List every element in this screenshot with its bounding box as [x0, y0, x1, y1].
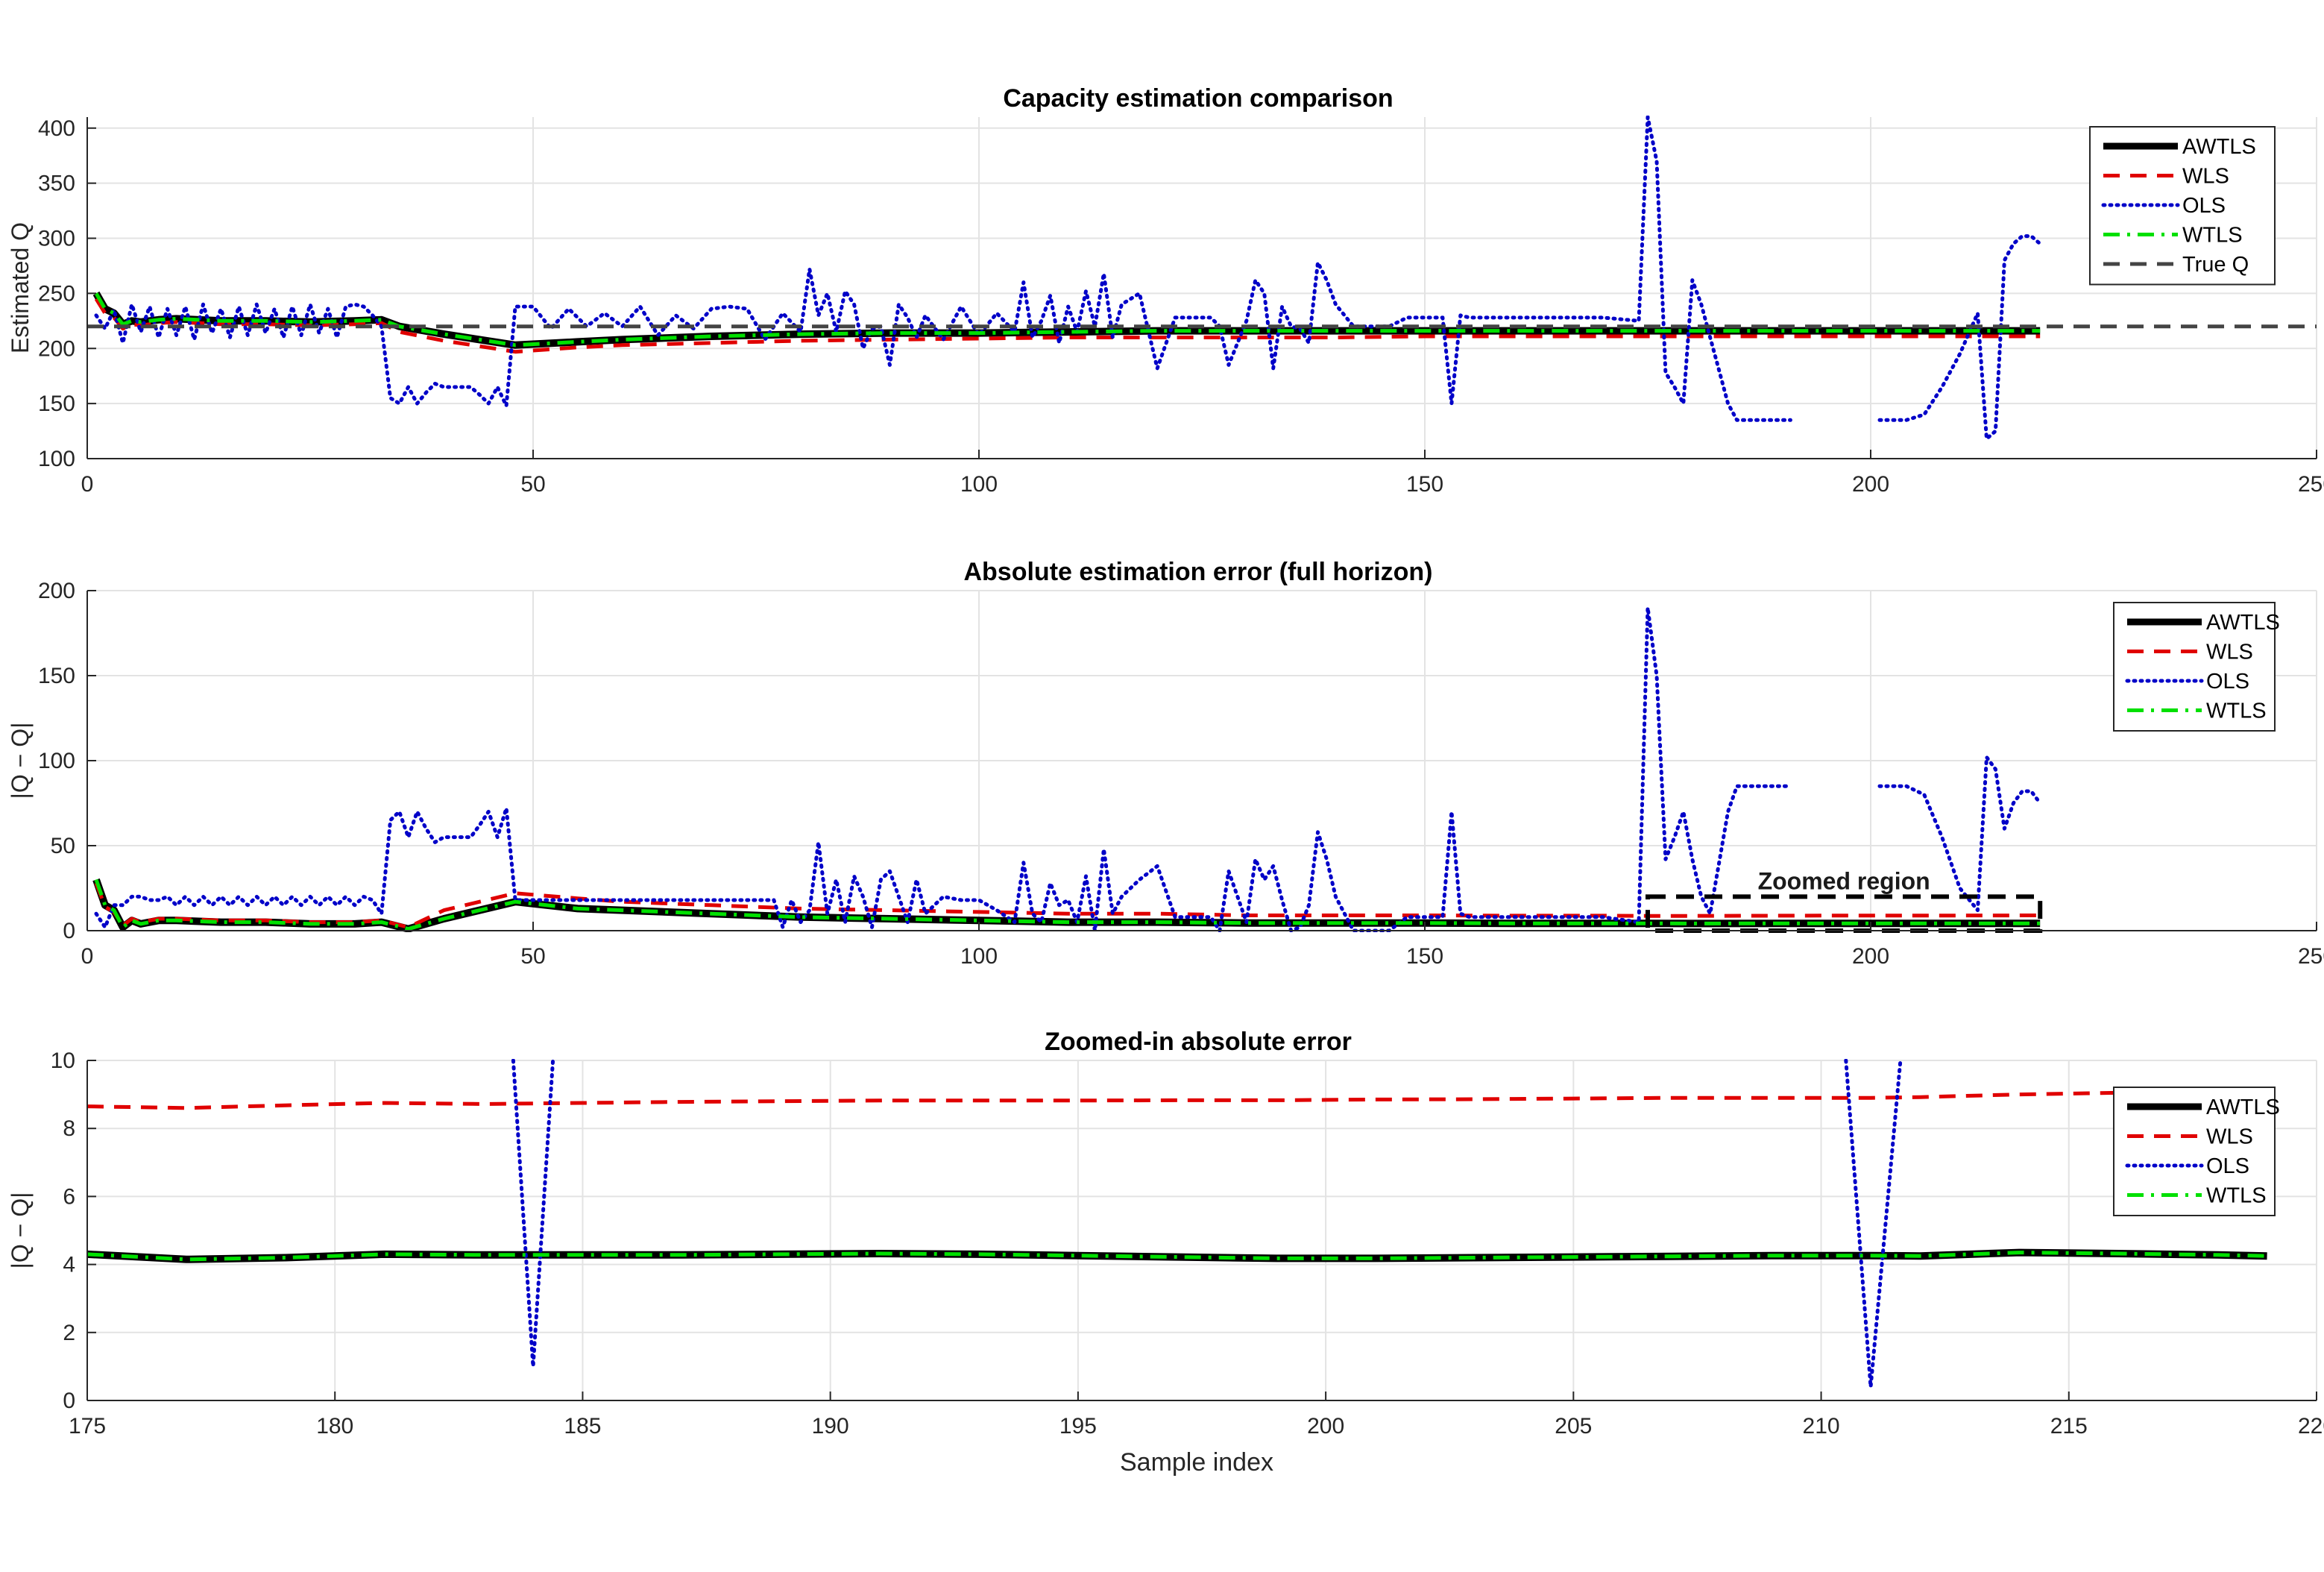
plot-area — [87, 1060, 2317, 1400]
x-tick-label: 150 — [1406, 472, 1443, 497]
x-tick-label: 100 — [960, 944, 998, 969]
chart-title: Absolute estimation error (full horizon) — [963, 558, 1432, 586]
series-line-ols-tail — [1877, 234, 2042, 441]
zoom-region-label: Zoomed region — [1758, 867, 1930, 894]
legend-label-ols: OLS — [2206, 670, 2249, 694]
chart-zoomed-error: 175 180 185 190 195 200 205 210 215 220 0 2 4 6 8 10 Zoo… — [7, 1028, 2324, 1439]
x-tick-label: 250 — [2298, 944, 2324, 969]
legend-label-ols: OLS — [2182, 194, 2226, 218]
series-group — [87, 116, 2317, 441]
y-tick-label: 50 — [51, 834, 75, 858]
x-tick-label: 50 — [520, 472, 545, 497]
series-line-wtls — [87, 1251, 2267, 1262]
y-axis-label: |Q − Q| — [7, 723, 34, 799]
x-tick-label: 100 — [960, 472, 998, 497]
legend-label-wtls: WTLS — [2182, 224, 2243, 248]
legend-label-awtls: AWTLS — [2182, 135, 2256, 159]
chart-capacity-estimation: 0 50 100 150 200 250 100 150 200 250 300 350 400 Capa… — [7, 84, 2324, 497]
legend: AWTLS WLS OLS WTLS True Q — [2089, 126, 2276, 286]
x-tick-label: 205 — [1555, 1414, 1592, 1439]
y-tick-label: 200 — [38, 579, 75, 603]
chart-title: Capacity estimation comparison — [1003, 84, 1393, 113]
legend-label-wls: WLS — [2206, 1125, 2253, 1149]
x-tick-label: 0 — [81, 472, 94, 497]
x-tick-label: 200 — [1852, 472, 1889, 497]
y-tick-label: 250 — [38, 281, 75, 306]
chart-absolute-error-full: Zoomed region 0 50 100 150 200 250 0 50 100 150 200… — [7, 558, 2324, 969]
y-tick-label: 300 — [38, 227, 75, 251]
zoom-region-box — [1646, 894, 2043, 934]
legend-label-wls: WLS — [2182, 165, 2229, 189]
x-tick-label: 0 — [81, 944, 94, 969]
x-tick-label: 250 — [2298, 472, 2324, 497]
x-tick-label: 180 — [316, 1414, 353, 1439]
x-tick-label: 210 — [1803, 1414, 1840, 1439]
series-line-wls — [94, 882, 2041, 929]
x-tick-label: 50 — [520, 944, 545, 969]
legend: AWTLS WLS OLS WTLS — [2113, 602, 2280, 732]
legend-label-wtls: WTLS — [2206, 699, 2267, 723]
series-line-wls — [94, 298, 2041, 354]
legend-label-awtls: AWTLS — [2206, 611, 2280, 635]
chart-title: Zoomed-in absolute error — [1045, 1028, 1352, 1056]
series-group — [87, 1059, 2267, 1389]
legend-box — [2089, 126, 2276, 286]
x-tick-label: 190 — [812, 1414, 849, 1439]
legend: AWTLS WLS OLS WTLS — [2113, 1087, 2280, 1216]
series-line-wtls — [94, 292, 2041, 348]
series-line-ols-2 — [1844, 1059, 1903, 1389]
x-tick-label: 215 — [2050, 1414, 2088, 1439]
x-tick-label: 200 — [1307, 1414, 1344, 1439]
plot-area — [87, 117, 2317, 459]
x-tick-label: 150 — [1406, 944, 1443, 969]
x-axis-label-bottom: Sample index — [1120, 1448, 1273, 1477]
x-tick-label: 200 — [1852, 944, 1889, 969]
y-tick-label: 200 — [38, 336, 75, 361]
y-tick-label: 150 — [38, 664, 75, 688]
series-group — [92, 606, 2042, 932]
legend-label-true-q: True Q — [2182, 253, 2249, 277]
y-tick-label: 10 — [51, 1048, 75, 1073]
series-line-ols — [94, 116, 1792, 422]
y-tick-label: 100 — [38, 749, 75, 773]
y-tick-label: 4 — [63, 1253, 75, 1277]
legend-label-ols: OLS — [2206, 1154, 2249, 1178]
legend-label-awtls: AWTLS — [2206, 1095, 2280, 1119]
series-line-ols-tail — [1877, 755, 2042, 913]
y-tick-label: 2 — [63, 1321, 75, 1345]
y-tick-label: 100 — [38, 447, 75, 471]
series-line-ols — [511, 1059, 555, 1368]
x-tick-label: 220 — [2298, 1414, 2324, 1439]
y-tick-label: 150 — [38, 392, 75, 416]
legend-label-wls: WLS — [2206, 641, 2253, 664]
y-tick-label: 8 — [63, 1116, 75, 1141]
y-tick-label: 350 — [38, 172, 75, 196]
y-tick-label: 0 — [63, 919, 75, 943]
series-line-ols — [94, 606, 1792, 932]
x-tick-label: 175 — [69, 1414, 106, 1439]
series-line-wls — [87, 1090, 2168, 1110]
y-axis-label: Estimated Q — [7, 222, 34, 353]
y-tick-label: 6 — [63, 1184, 75, 1209]
y-tick-label: 400 — [38, 116, 75, 141]
legend-label-wtls: WTLS — [2206, 1184, 2267, 1208]
x-tick-label: 185 — [564, 1414, 601, 1439]
series-line-wtls — [94, 878, 2041, 931]
x-tick-label: 195 — [1059, 1414, 1097, 1439]
y-axis-label: |Q − Q| — [7, 1192, 34, 1269]
y-tick-label: 0 — [63, 1389, 75, 1413]
